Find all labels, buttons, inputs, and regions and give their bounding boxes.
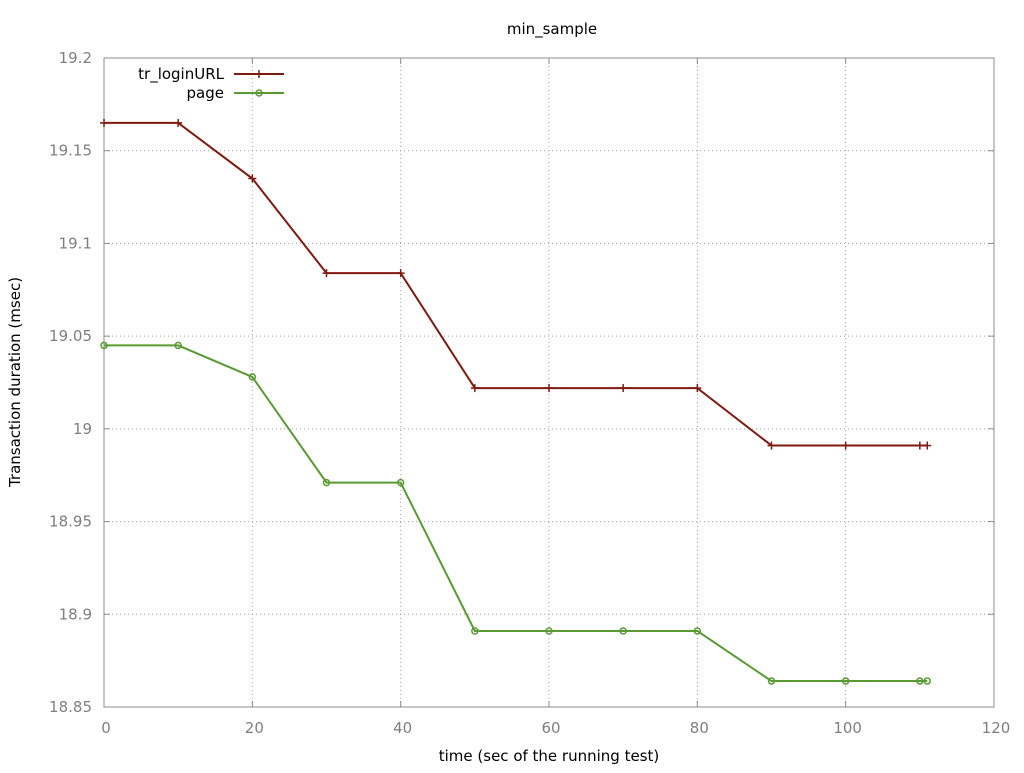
x-tick-label: 80	[690, 719, 709, 737]
data-point-page	[545, 627, 553, 635]
series-line-page	[104, 344, 928, 683]
data-point-tr_loginURL	[100, 118, 108, 127]
y-axis-label: Transaction duration (msec)	[6, 277, 24, 488]
data-point-tr_loginURL	[322, 269, 331, 278]
legend-marker-tr_loginURL	[255, 70, 263, 78]
data-point-tr_loginURL	[923, 441, 932, 450]
data-point-tr_loginURL	[248, 174, 257, 183]
data-point-page	[471, 627, 479, 635]
y-tick-label: 19.15	[49, 142, 92, 160]
x-tick-label: 20	[245, 719, 264, 737]
legend-label-page: page	[187, 84, 224, 102]
axes: 0 20 40 60 80 100 120 18.85 18.9 18.95 19 19.05 19.1…	[49, 49, 1010, 737]
data-point-tr_loginURL	[693, 384, 702, 393]
legend-marker-page	[255, 89, 263, 97]
data-point-page	[174, 341, 182, 350]
data-point-page	[767, 677, 776, 685]
data-point-page	[396, 478, 405, 487]
grid	[104, 58, 994, 707]
data-point-page	[322, 478, 331, 487]
data-point-page	[923, 677, 931, 685]
data-point-tr_loginURL	[619, 384, 628, 393]
y-tick-label: 19.05	[49, 327, 92, 345]
data-point-page	[841, 677, 850, 685]
data-point-tr_loginURL	[545, 384, 553, 393]
series-line-tr_loginURL	[104, 121, 928, 447]
y-tick-label: 19	[73, 420, 92, 438]
data-point-page	[916, 677, 924, 685]
y-tick-label: 18.95	[49, 513, 92, 531]
data-point-page	[100, 341, 108, 350]
y-tick-label: 19.2	[59, 49, 92, 67]
data-point-page	[693, 627, 702, 635]
data-point-tr_loginURL	[396, 269, 405, 278]
x-tick-label: 60	[541, 719, 560, 737]
data-point-tr_loginURL	[915, 441, 924, 450]
x-tick-label: 0	[101, 719, 111, 737]
x-tick-label: 40	[393, 719, 412, 737]
data-point-page	[248, 373, 257, 381]
series-group	[100, 118, 932, 685]
data-point-tr_loginURL	[767, 441, 776, 450]
x-tick-label: 120	[982, 719, 1011, 737]
y-tick-label: 18.9	[59, 605, 92, 623]
y-tick-label: 18.85	[49, 698, 92, 716]
x-axis-label: time (sec of the running test)	[439, 747, 660, 765]
data-point-tr_loginURL	[174, 118, 183, 127]
data-point-tr_loginURL	[841, 441, 850, 450]
y-tick-label: 19.1	[59, 234, 92, 252]
data-point-page	[619, 627, 627, 635]
data-point-tr_loginURL	[470, 384, 479, 393]
legend-label-tr_loginURL: tr_loginURL	[138, 65, 224, 84]
x-tick-label: 100	[833, 719, 862, 737]
chart-title: min_sample	[507, 20, 597, 39]
